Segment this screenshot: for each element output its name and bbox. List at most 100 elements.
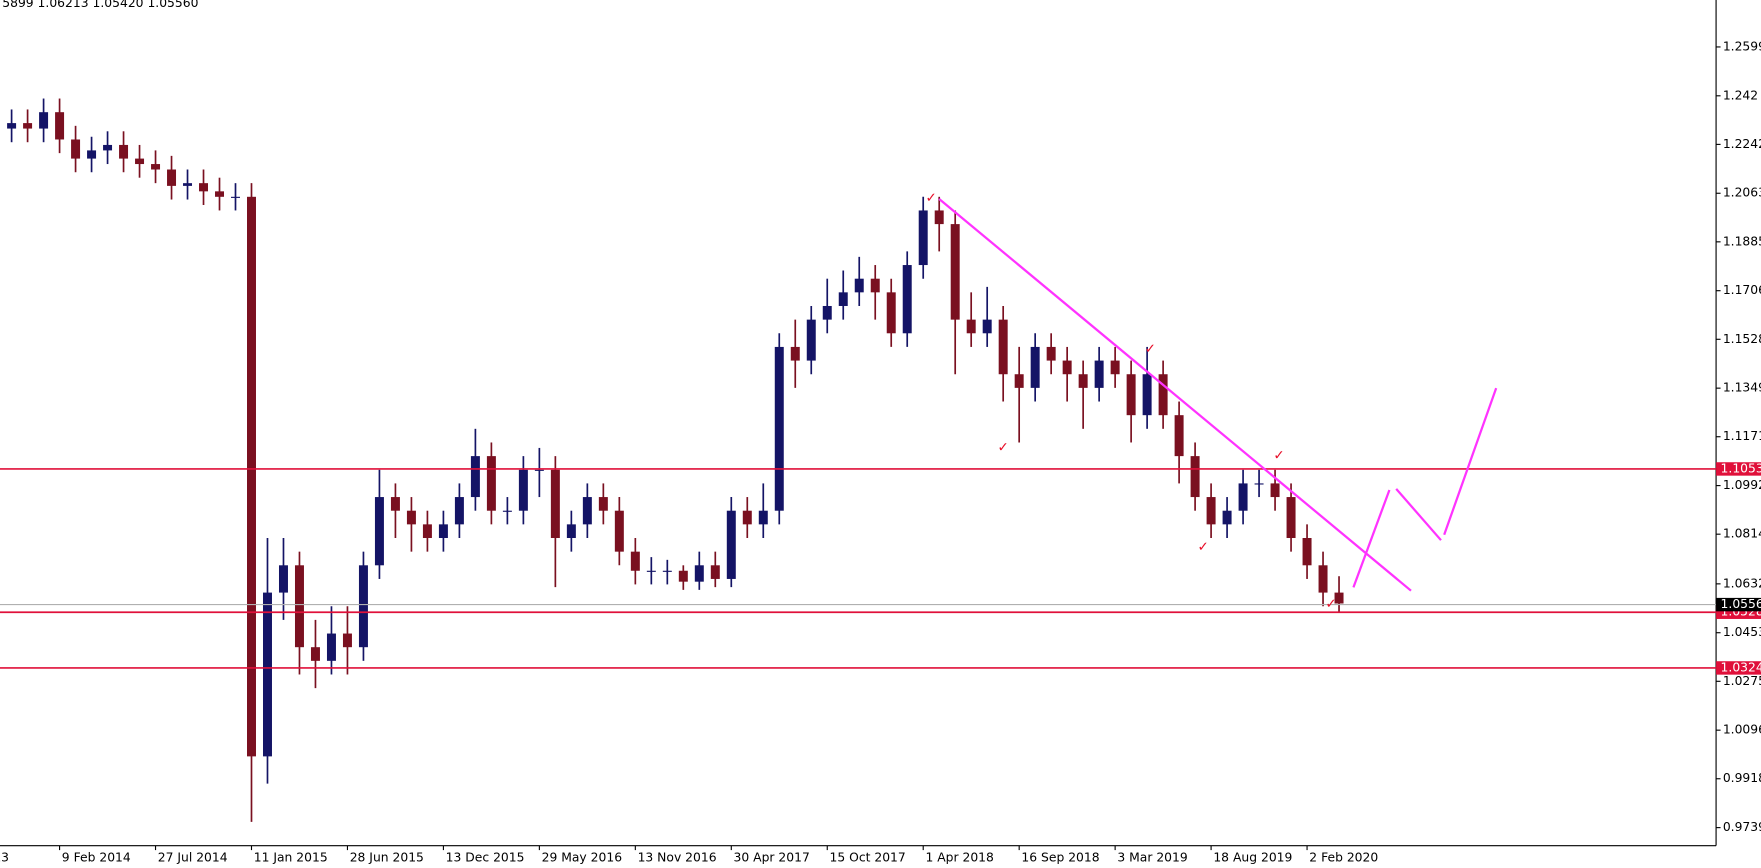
candle-body: [1142, 374, 1152, 416]
check-mark: ✓: [1145, 342, 1156, 357]
candle-body: [1126, 374, 1136, 416]
check-mark: ✓: [1197, 540, 1208, 555]
candle-body: [294, 565, 304, 648]
level-label-box: [1716, 661, 1761, 675]
x-tick-label: 15 Oct 2017: [829, 850, 905, 864]
y-tick-label: 0.9739: [1723, 820, 1761, 834]
candle-body: [71, 139, 81, 159]
candle-body: [710, 565, 720, 579]
candle-body: [278, 565, 288, 593]
candle-body: [582, 497, 592, 525]
candle-body: [982, 319, 992, 334]
candle-body: [614, 510, 624, 552]
candle-body: [886, 292, 896, 334]
check-mark: ✓: [1273, 448, 1284, 463]
x-tick-label: 2 Feb 2020: [1309, 850, 1378, 864]
candle-body: [231, 196, 240, 198]
candle-body: [790, 346, 800, 361]
x-tick-label: 18 Aug 2019: [1213, 850, 1292, 864]
candle-body: [262, 592, 272, 757]
candle-body: [119, 144, 129, 159]
y-tick-label: 1.0096: [1723, 723, 1761, 737]
candle-body: [247, 196, 256, 757]
candle-body: [135, 158, 145, 165]
x-tick-label: 16 Sep 2018: [1021, 850, 1099, 864]
candle-body: [1014, 374, 1024, 388]
candle-body: [1318, 565, 1328, 593]
candle-body: [694, 565, 704, 582]
y-tick-label: 1.0632: [1723, 576, 1761, 590]
y-tick-label: 1.1885: [1723, 234, 1761, 248]
candle-body: [1174, 415, 1184, 457]
candle-body: [486, 456, 496, 511]
check-mark: ✓: [1325, 597, 1336, 612]
candle-body: [566, 524, 576, 539]
candle-body: [534, 469, 544, 471]
candle-body: [103, 144, 113, 151]
candle-body: [1222, 510, 1232, 525]
candle-body: [183, 183, 193, 186]
x-tick-label: 13 Dec 2015: [446, 850, 525, 864]
candle-body: [902, 265, 912, 334]
candle-body: [870, 278, 880, 293]
x-tick-label: 9 Feb 2014: [62, 850, 131, 864]
y-tick-label: 1.0453: [1723, 625, 1761, 639]
candle-body: [598, 497, 608, 511]
candle-body: [934, 210, 944, 225]
candle-body: [918, 210, 928, 266]
level-label-box: [1716, 462, 1761, 476]
candle-body: [1254, 483, 1264, 485]
candle-body: [1046, 346, 1056, 361]
candle-body: [87, 150, 97, 159]
candle-body: [199, 183, 209, 192]
candle-body: [342, 633, 352, 648]
y-tick-label: 1.1706: [1723, 283, 1761, 297]
candle-body: [742, 510, 752, 525]
level-label: 1.0324: [1721, 660, 1761, 674]
y-tick-label: 1.0814: [1723, 527, 1761, 541]
candle-body: [822, 305, 832, 320]
x-tick-label: 11 Jan 2015: [254, 850, 328, 864]
candle-body: [950, 224, 960, 320]
candle-body: [23, 123, 33, 129]
trendline: [1395, 488, 1442, 541]
candle-body: [358, 565, 368, 648]
current-price-box: [1716, 597, 1761, 612]
candle-body: [1030, 346, 1040, 388]
candle-body: [1206, 497, 1216, 525]
ohlc-header: 5899 1.06213 1.05420 1.05560: [2, 0, 198, 10]
candle-body: [726, 510, 736, 579]
candle-body: [1302, 538, 1312, 566]
candle-body: [310, 647, 320, 661]
candle-body: [838, 292, 848, 306]
candle-body: [758, 510, 768, 525]
trendline: [1443, 387, 1498, 536]
candle-body: [167, 169, 177, 186]
current-price-label: 1.0556: [1721, 597, 1761, 611]
level-label: 1.1053: [1721, 461, 1761, 475]
candle-body: [55, 112, 65, 140]
candle-body: [774, 346, 784, 511]
candle-body: [1078, 374, 1088, 388]
candle-body: [806, 319, 816, 361]
y-tick-label: 1.2063: [1723, 186, 1761, 200]
candle-body: [1286, 497, 1296, 539]
x-tick-label: 28 Jun 2015: [350, 850, 424, 864]
x-tick-label: 27 Jul 2014: [158, 850, 228, 864]
candle-body: [1094, 360, 1104, 388]
x-tick-label: g 2013: [0, 850, 9, 864]
candle-body: [998, 319, 1008, 375]
check-mark: ✓: [926, 191, 937, 206]
y-tick-label: 1.2242: [1723, 137, 1761, 151]
candle-body: [151, 164, 161, 170]
x-tick-label: 1 Apr 2018: [925, 850, 993, 864]
candle-body: [454, 497, 464, 525]
candle-body: [1334, 592, 1344, 604]
check-mark: ✓: [998, 440, 1009, 455]
x-tick-label: 29 May 2016: [542, 850, 623, 864]
candle-body: [215, 191, 224, 197]
candle-body: [518, 469, 528, 511]
